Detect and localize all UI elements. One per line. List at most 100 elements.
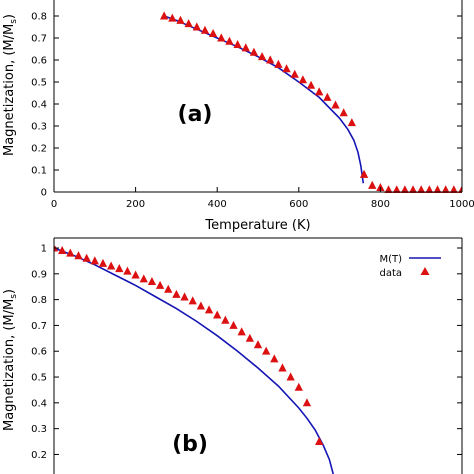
a-data-point xyxy=(168,13,177,22)
a-data-point xyxy=(217,33,226,42)
a-data-point xyxy=(457,185,462,193)
a-x-tick-label: 0 xyxy=(51,199,57,210)
b-data-point xyxy=(221,315,230,324)
legend-data-swatch xyxy=(420,267,430,275)
panel-a-chart: 0 0.1 0.2 0.3 0.4 0.5 0.6 0.7 0.8 0 200 400 600 800 1… xyxy=(2,0,474,233)
a-data-point xyxy=(290,69,299,78)
panel-a-label: (a) xyxy=(178,102,213,127)
a-x-tick-label: 800 xyxy=(371,199,390,210)
b-data-point xyxy=(245,333,254,342)
b-data-point xyxy=(237,327,246,336)
b-data-point xyxy=(196,301,206,310)
a-data-point xyxy=(409,185,418,193)
b-data-point xyxy=(188,296,197,305)
panel-b-legend: M(T) data xyxy=(379,254,441,279)
panel-a-y-axis-label: Magnetization, (M/Ms) xyxy=(2,14,19,156)
a-x-tick-label: 400 xyxy=(208,199,227,210)
a-y-tick-label: 0.3 xyxy=(31,122,47,133)
panel-b-label: (b) xyxy=(172,432,208,457)
a-data-point xyxy=(184,19,193,28)
a-data-point xyxy=(441,185,450,193)
a-model-curve xyxy=(163,15,365,184)
b-y-tick-label: 0.8 xyxy=(31,295,47,306)
b-data-point xyxy=(204,305,214,314)
b-y-tick-label: 0.6 xyxy=(31,347,47,358)
b-data-point xyxy=(66,248,75,257)
a-data-point xyxy=(425,185,434,193)
a-y-tick-label: 0.4 xyxy=(31,100,47,111)
a-data-point xyxy=(306,80,316,89)
b-data-point xyxy=(213,310,222,319)
a-data-point xyxy=(241,43,250,52)
a-y-tick-label: 0.7 xyxy=(31,34,47,45)
a-data-point xyxy=(274,59,283,68)
a-x-tick-label: 200 xyxy=(126,199,145,210)
a-data-point xyxy=(347,118,356,127)
b-data-point xyxy=(123,266,132,275)
b-data-point xyxy=(115,264,124,273)
panel-b-chart: 0.10.20.30.40.50.60.70.80.91 (b) Magneti… xyxy=(2,237,463,474)
a-y-tick-label: 0.2 xyxy=(31,144,47,155)
a-data-point xyxy=(208,29,218,38)
a-data-point xyxy=(176,15,185,24)
b-data-point xyxy=(74,251,83,260)
b-data-point xyxy=(286,372,295,381)
b-data-point xyxy=(90,256,99,265)
b-data-point xyxy=(172,289,181,298)
a-y-tick-label: 0.8 xyxy=(31,12,47,23)
a-data-point xyxy=(400,185,409,193)
panel-b-y-axis-label-close: ) xyxy=(2,289,17,294)
b-data-point xyxy=(54,246,59,252)
b-data-point xyxy=(315,436,324,445)
a-data-point xyxy=(417,185,426,193)
b-data-point xyxy=(131,270,140,279)
panel-a-x-axis-label: Temperature (K) xyxy=(204,218,310,233)
a-data-point xyxy=(384,185,393,193)
a-data-point xyxy=(331,100,340,109)
a-data-point xyxy=(282,64,291,73)
b-data-point xyxy=(82,253,91,262)
legend-data-label: data xyxy=(379,268,402,279)
b-data-point xyxy=(302,398,312,407)
a-data-point xyxy=(233,40,242,49)
b-y-tick-label: 0.4 xyxy=(31,398,47,409)
b-y-tick-label: 1 xyxy=(41,244,47,255)
a-data-point xyxy=(315,87,324,96)
b-y-tick-label: 0.5 xyxy=(31,373,47,384)
panel-a-y-axis-label-main: Magnetization, (M/M xyxy=(2,24,17,156)
a-y-tick-label: 0 xyxy=(41,188,47,199)
a-x-tick-label: 1000 xyxy=(449,199,474,210)
a-y-tick-label: 0.1 xyxy=(31,166,47,177)
a-data-point xyxy=(449,185,458,193)
b-y-tick-label: 0.2 xyxy=(31,450,47,461)
b-data-point xyxy=(147,276,157,285)
b-data-point xyxy=(98,258,108,267)
a-data-point xyxy=(298,75,308,84)
a-data-point xyxy=(323,92,332,101)
b-data-point xyxy=(155,280,165,289)
a-data-point xyxy=(192,22,201,31)
b-model-curve xyxy=(54,247,335,474)
panel-a-y-axis-label-sub: s xyxy=(9,19,19,24)
b-y-tick-label: 0.9 xyxy=(31,269,47,280)
panel-a-y-axis-label-close: ) xyxy=(2,14,17,19)
b-data-point xyxy=(270,354,279,363)
b-data-point xyxy=(253,340,263,349)
a-data-point xyxy=(257,52,267,61)
b-data-point xyxy=(180,292,189,301)
a-y-tick-label: 0.5 xyxy=(31,78,47,89)
b-data-point xyxy=(58,246,67,255)
b-y-tick-label: 0.7 xyxy=(31,321,47,332)
b-y-tick-label: 0.3 xyxy=(31,424,47,435)
a-data-point xyxy=(160,11,169,20)
a-data-point xyxy=(249,47,259,56)
a-y-tick-label: 0.6 xyxy=(31,56,47,67)
legend-curve-label: M(T) xyxy=(379,254,402,265)
a-data-point xyxy=(200,25,210,34)
a-data-point xyxy=(433,185,442,193)
a-data-point xyxy=(368,180,377,189)
b-data-point xyxy=(164,284,173,293)
b-data-point xyxy=(106,261,116,270)
b-data-point xyxy=(139,274,148,283)
